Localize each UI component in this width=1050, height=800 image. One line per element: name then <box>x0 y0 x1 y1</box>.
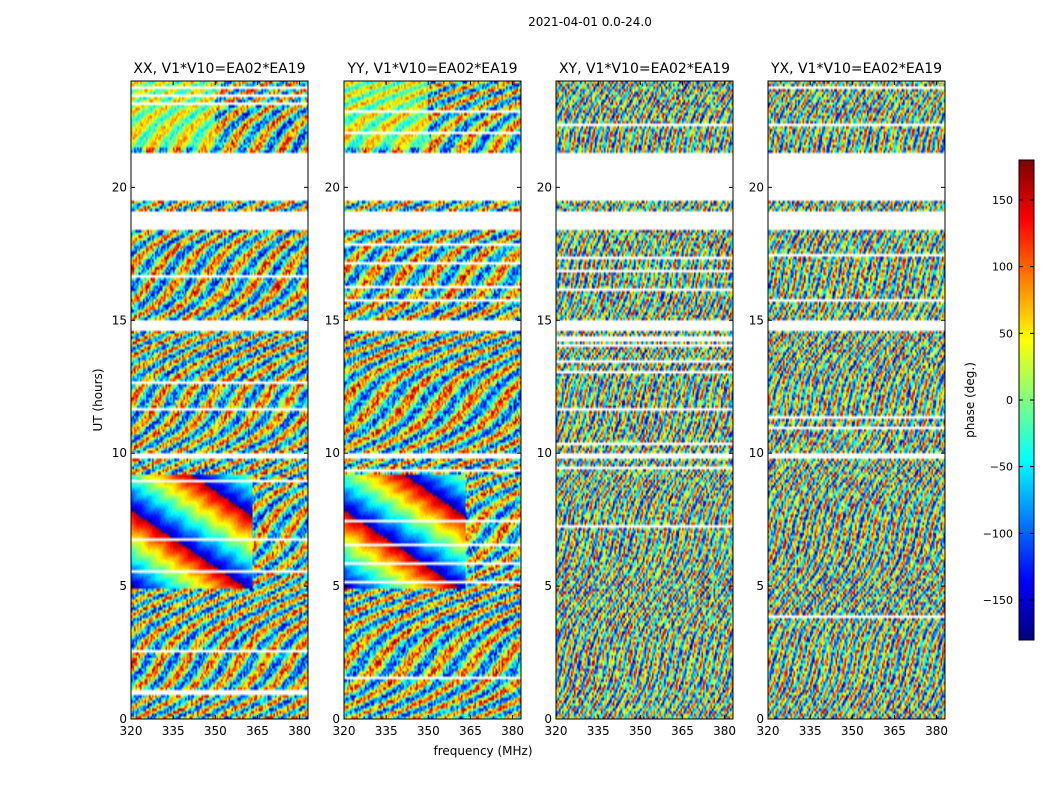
y-tick-label-0-1: 5 <box>119 579 127 593</box>
x-tick-label-0-3: 365 <box>246 724 269 738</box>
y-tick-label-0-0: 0 <box>119 712 127 726</box>
panel-title-2: XY, V1*V10=EA02*EA19 <box>559 61 730 77</box>
colorbar-tick-label-3: 0 <box>1006 394 1013 407</box>
y-tick-label-3-0: 0 <box>756 712 764 726</box>
x-tick-label-1-4: 380 <box>501 724 524 738</box>
x-tick-label-2-1: 335 <box>587 724 610 738</box>
x-tick-label-2-3: 365 <box>671 724 694 738</box>
x-tick-label-3-3: 365 <box>883 724 906 738</box>
colorbar: 150 100 50 0 −50 −100 −150 <box>983 159 1035 641</box>
y-tick-label-3-4: 20 <box>749 180 764 194</box>
x-tick-label-3-4: 380 <box>925 724 948 738</box>
y-tick-label-0-4: 20 <box>112 180 127 194</box>
figure-suptitle: 2021-04-01 0.0-24.0 <box>528 15 652 29</box>
x-tick-label-2-0: 320 <box>545 724 568 738</box>
x-tick-label-1-1: 335 <box>375 724 398 738</box>
colorbar-tick-label-5: −100 <box>983 527 1013 540</box>
y-axis-label: UT (hours) <box>91 368 105 431</box>
x-tick-label-0-1: 335 <box>162 724 185 738</box>
y-tick-label-1-0: 0 <box>332 712 340 726</box>
x-tick-label-0-0: 320 <box>120 724 143 738</box>
x-tick-label-0-2: 350 <box>204 724 227 738</box>
x-tick-label-1-2: 350 <box>417 724 440 738</box>
panel-frame-3 <box>767 80 946 720</box>
y-tick-label-1-1: 5 <box>332 579 340 593</box>
x-tick-label-3-1: 335 <box>799 724 822 738</box>
panel-frame-2 <box>555 80 734 720</box>
panel-frame-1 <box>343 80 522 720</box>
x-tick-label-2-2: 350 <box>629 724 652 738</box>
colorbar-tick-label-1: 100 <box>992 261 1013 274</box>
x-axis-label: frequency (MHz) <box>433 744 532 758</box>
x-tick-label-3-2: 350 <box>841 724 864 738</box>
y-tick-label-1-2: 10 <box>325 446 340 460</box>
heatmap-image-3 <box>768 81 945 719</box>
heatmap-image-0 <box>131 81 308 719</box>
y-tick-label-3-3: 15 <box>749 313 764 327</box>
panel-2: XY, V1*V10=EA02*EA19 320 335 350 365 380 0 5 10 1… <box>537 61 736 738</box>
heatmap-image-2 <box>556 81 733 719</box>
y-tick-label-2-2: 10 <box>537 446 552 460</box>
heatmap-image-1 <box>344 81 521 719</box>
colorbar-tick-label-0: 150 <box>992 194 1013 207</box>
y-tick-label-3-2: 10 <box>749 446 764 460</box>
x-tick-label-1-3: 365 <box>459 724 482 738</box>
y-tick-label-1-3: 15 <box>325 313 340 327</box>
panel-1: YY, V1*V10=EA02*EA19 320 335 350 365 380 0 5 10 1… <box>325 61 524 738</box>
colorbar-tick-label-2: 50 <box>999 327 1013 340</box>
colorbar-label: phase (deg.) <box>963 362 977 438</box>
panel-3: YX, V1*V10=EA02*EA19 320 335 350 365 380 0 5 10 1… <box>749 61 948 738</box>
y-tick-label-0-2: 10 <box>112 446 127 460</box>
y-tick-label-2-1: 5 <box>544 579 552 593</box>
y-tick-label-3-1: 5 <box>756 579 764 593</box>
y-tick-label-1-4: 20 <box>325 180 340 194</box>
panel-frame-0 <box>130 80 309 720</box>
y-tick-label-0-3: 15 <box>112 313 127 327</box>
panel-0: XX, V1*V10=EA02*EA19 320 335 350 365 380 0 5 10 1… <box>112 61 311 738</box>
y-tick-label-2-4: 20 <box>537 180 552 194</box>
y-tick-label-2-3: 15 <box>537 313 552 327</box>
x-tick-label-0-4: 380 <box>288 724 311 738</box>
panel-title-0: XX, V1*V10=EA02*EA19 <box>133 61 305 77</box>
x-tick-label-3-0: 320 <box>757 724 780 738</box>
panel-title-3: YX, V1*V10=EA02*EA19 <box>770 61 942 77</box>
x-tick-label-1-0: 320 <box>333 724 356 738</box>
panel-title-1: YY, V1*V10=EA02*EA19 <box>346 61 517 77</box>
y-tick-label-2-0: 0 <box>544 712 552 726</box>
colorbar-tick-label-6: −150 <box>983 594 1013 607</box>
colorbar-tick-label-4: −50 <box>990 461 1013 474</box>
panels-group: XX, V1*V10=EA02*EA19 320 335 350 365 380 0 5 10 1… <box>112 61 948 738</box>
x-tick-label-2-4: 380 <box>713 724 736 738</box>
